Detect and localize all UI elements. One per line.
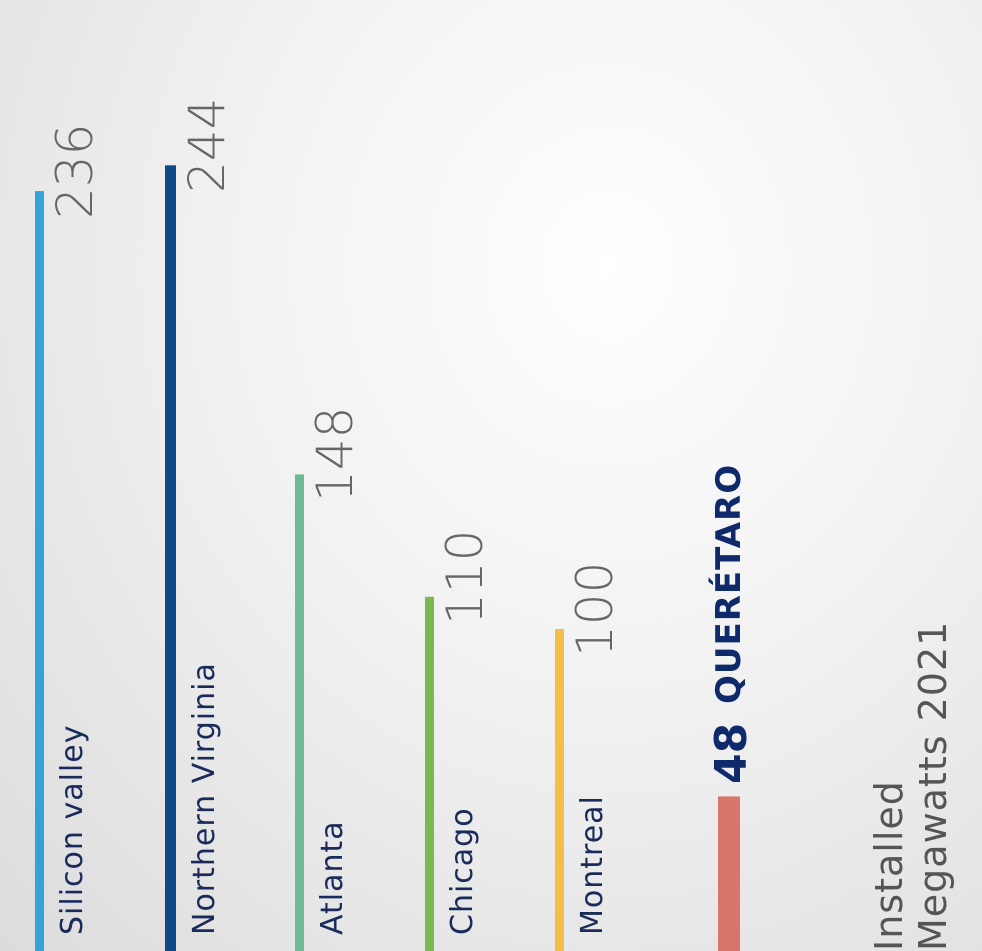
bar-5 — [718, 796, 740, 951]
bar-0 — [35, 191, 44, 951]
chart-title: Installed Megawatts 2021 — [867, 620, 955, 951]
bar-3 — [425, 596, 434, 951]
bar-2 — [295, 474, 304, 951]
value-label-4: 100 — [566, 561, 624, 657]
category-label-2: Atlanta — [315, 820, 350, 935]
category-label-1: Northern Virginia — [187, 662, 222, 935]
value-label-5: 48 — [706, 723, 757, 785]
category-label-0: Silicon valley — [55, 724, 90, 935]
category-label-3: Chicago — [445, 807, 480, 935]
value-label-1: 244 — [178, 97, 236, 194]
category-label-5: QUERÉTARO — [709, 464, 749, 705]
bar-4 — [555, 629, 564, 951]
value-label-0: 236 — [46, 123, 104, 220]
value-label-2: 148 — [306, 407, 364, 503]
bar-1 — [165, 165, 176, 951]
value-label-3: 110 — [436, 529, 494, 625]
category-label-4: Montreal — [575, 795, 610, 935]
